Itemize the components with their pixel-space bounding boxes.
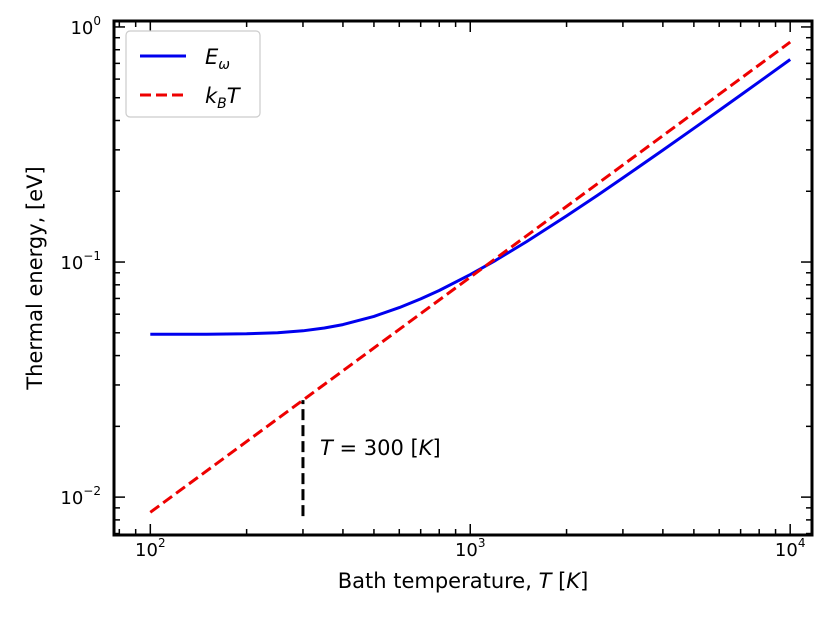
series-layer (149, 40, 792, 514)
x-tick-labels: 102 103 104 (135, 536, 805, 561)
y-tick-label: 10−1 (60, 249, 101, 274)
x-tick-label: 102 (135, 536, 166, 561)
plot-frame (112, 19, 814, 537)
x-tick-label: 104 (775, 536, 806, 561)
y-tick-labels: 10−2 10−1 100 (60, 14, 101, 509)
y-axis-label: Thermal energy, [eV] (23, 166, 47, 390)
x-tick-label: 103 (455, 536, 486, 561)
legend-box (125, 30, 261, 118)
annotation-label: T = 300 [K] (320, 436, 441, 460)
series-e_omega (150, 58, 792, 336)
x-axis-label: Bath temperature, T [K] (338, 569, 589, 593)
series-kbt (149, 40, 792, 514)
major-ticks (114, 21, 812, 535)
y-tick-label: 10−2 (60, 484, 101, 509)
legend: Eω kBT (125, 30, 261, 118)
y-tick-label: 100 (70, 14, 101, 39)
legend-label-e-omega: Eω (205, 45, 230, 73)
legend-label-kbt: kBT (205, 84, 242, 112)
